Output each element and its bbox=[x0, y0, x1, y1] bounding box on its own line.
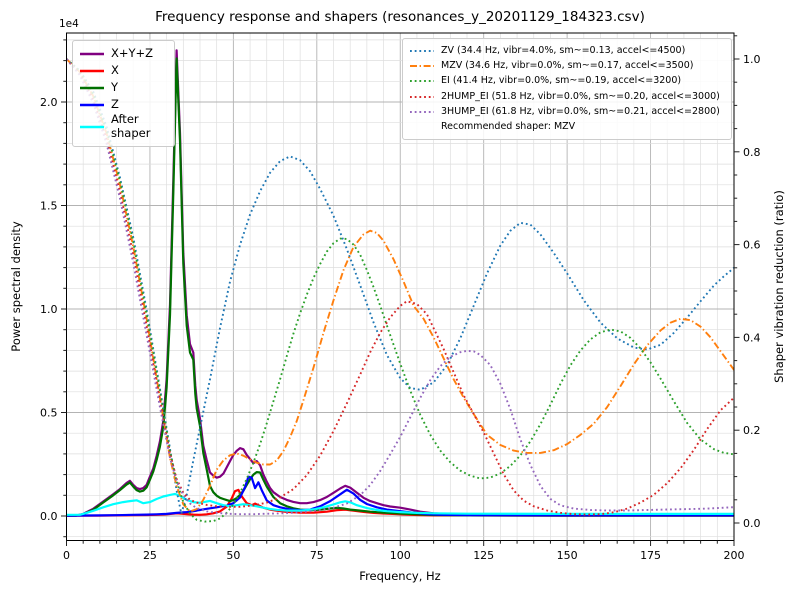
legend-swatch-solid bbox=[80, 52, 104, 55]
legend-label: 2HUMP_EI (51.8 Hz, vibr=0.0%, sm~=0.20, … bbox=[441, 90, 720, 102]
y-left-tick-label: 0.5 bbox=[40, 407, 58, 420]
x-axis-label: Frequency, Hz bbox=[359, 569, 440, 583]
legend-item: 3HUMP_EI (61.8 Hz, vibr=0.0%, sm~=0.21, … bbox=[409, 105, 725, 120]
x-tick-label: 25 bbox=[143, 549, 157, 562]
y-axis-label-right: Shaper vibration reduction (ratio) bbox=[772, 190, 786, 383]
x-tick-label: 50 bbox=[226, 549, 240, 562]
x-tick-label: 150 bbox=[557, 549, 578, 562]
x-tick-label: 200 bbox=[724, 549, 745, 562]
y-left-tick-label: 0.0 bbox=[40, 510, 58, 523]
y-right-tick-label: 0.0 bbox=[743, 517, 761, 530]
legend-item: X+Y+Z bbox=[79, 45, 168, 62]
series-ei bbox=[66, 58, 734, 523]
tick-layer: 0 25 50 75 100 125 150 175 200 0.0 0.5 1.0 1.5 2.0 0.0… bbox=[40, 35, 761, 562]
series-z bbox=[66, 475, 734, 517]
legend-swatch-solid bbox=[80, 86, 104, 89]
chart-title: Frequency response and shapers (resonanc… bbox=[155, 9, 645, 25]
y-right-tick-label: 0.2 bbox=[743, 424, 761, 437]
x-tick-label: 100 bbox=[390, 549, 411, 562]
x-tick-label: 75 bbox=[310, 549, 324, 562]
legend-label: 3HUMP_EI (61.8 Hz, vibr=0.0%, sm~=0.21, … bbox=[441, 106, 720, 118]
legend-label: X bbox=[111, 62, 119, 77]
y-axis-multiplier: 1e4 bbox=[59, 18, 79, 30]
legend-label: MZV (34.6 Hz, vibr=0.0%, sm~=0.17, accel… bbox=[441, 59, 694, 71]
legend-label: ZV (34.4 Hz, vibr=4.0%, sm~=0.13, accel<… bbox=[441, 44, 686, 56]
legend-swatch-dashdot bbox=[410, 65, 434, 68]
y-left-tick-label: 1.0 bbox=[40, 303, 58, 316]
legend-item: X bbox=[79, 62, 168, 79]
y-right-tick-label: 0.6 bbox=[743, 239, 761, 252]
series-mzv bbox=[66, 58, 734, 513]
legend-left: X+Y+Z X Y Z After shaper bbox=[72, 40, 175, 147]
y-right-tick-label: 0.4 bbox=[743, 331, 761, 344]
legend-label: EI (41.4 Hz, vibr=0.0%, sm~=0.19, accel<… bbox=[441, 75, 682, 87]
series-3hump-ei bbox=[66, 58, 734, 516]
series-after-shaper bbox=[66, 492, 734, 516]
legend-item: Y bbox=[79, 79, 168, 96]
legend-right: ZV (34.4 Hz, vibr=4.0%, sm~=0.13, accel<… bbox=[402, 38, 732, 141]
legend-swatch-dotted bbox=[410, 49, 434, 52]
legend-item: ZV (34.4 Hz, vibr=4.0%, sm~=0.13, accel<… bbox=[409, 43, 725, 58]
legend-label: X+Y+Z bbox=[111, 45, 154, 60]
legend-item: MZV (34.6 Hz, vibr=0.0%, sm~=0.17, accel… bbox=[409, 58, 725, 73]
legend-item: Z bbox=[79, 96, 168, 113]
legend-swatch-dotted bbox=[410, 111, 434, 114]
y-left-tick-label: 2.0 bbox=[40, 96, 58, 109]
legend-label: Z bbox=[111, 96, 119, 111]
legend-swatch-solid bbox=[80, 69, 104, 72]
legend-swatch-dotted bbox=[410, 95, 434, 98]
y-axis-label-left: Power spectral density bbox=[9, 221, 23, 352]
legend-swatch-dotted bbox=[410, 80, 434, 83]
legend-label: Recommended shaper: MZV bbox=[441, 121, 576, 133]
x-tick-label: 0 bbox=[63, 549, 70, 562]
legend-item: Recommended shaper: MZV bbox=[409, 120, 725, 135]
legend-label: After shaper bbox=[111, 112, 151, 140]
series-2hump-ei bbox=[66, 58, 734, 516]
curve-layer bbox=[66, 49, 734, 523]
legend-item: 2HUMP_EI (51.8 Hz, vibr=0.0%, sm~=0.20, … bbox=[409, 89, 725, 104]
legend-item: EI (41.4 Hz, vibr=0.0%, sm~=0.19, accel<… bbox=[409, 74, 725, 89]
series-y bbox=[66, 57, 734, 517]
legend-swatch-solid bbox=[80, 103, 104, 106]
legend-item: After shaper bbox=[79, 112, 168, 141]
y-left-tick-label: 1.5 bbox=[40, 200, 58, 213]
legend-label: Y bbox=[111, 79, 119, 94]
x-tick-label: 125 bbox=[473, 549, 494, 562]
y-right-tick-label: 0.8 bbox=[743, 146, 761, 159]
x-tick-label: 175 bbox=[640, 549, 661, 562]
y-right-tick-label: 1.0 bbox=[743, 53, 761, 66]
legend-swatch-solid bbox=[80, 125, 104, 129]
